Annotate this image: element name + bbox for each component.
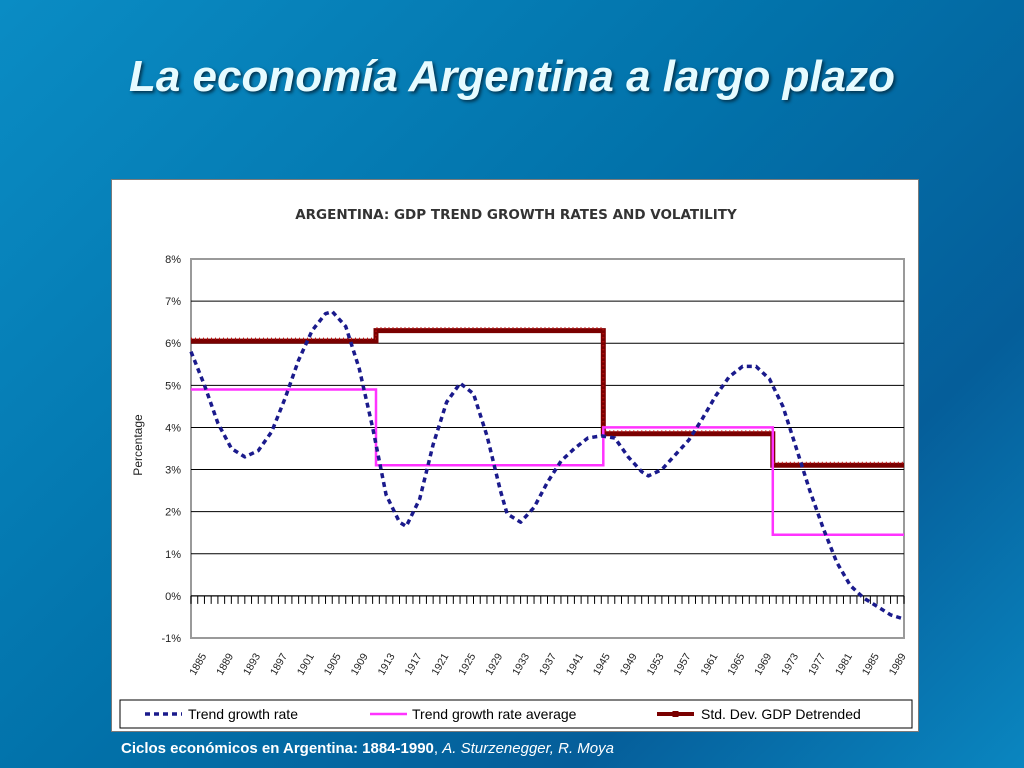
x-tick-label: 1933: [510, 651, 532, 677]
caption-separator: ,: [433, 740, 443, 757]
y-tick-label: 6%: [165, 338, 181, 350]
x-tick-label: 1969: [752, 651, 774, 677]
x-tick-label: 1977: [806, 651, 828, 677]
x-tick-label: 1957: [672, 651, 694, 677]
x-tick-label: 1981: [833, 651, 855, 677]
series-average-line: [191, 388, 904, 537]
x-tick-label: 1949: [618, 651, 640, 677]
slide-title: La economía Argentina a largo plazo: [128, 52, 896, 101]
x-tick-label: 1917: [402, 651, 424, 677]
x-tick-label: 1989: [887, 651, 909, 677]
chart-title: ARGENTINA: GDP TREND GROWTH RATES AND VO…: [295, 207, 737, 223]
x-tick-label: 1925: [456, 651, 478, 677]
x-tick-label: 1941: [564, 651, 586, 677]
legend-average-label: Trend growth rate average: [412, 706, 577, 722]
legend-stddev-label: Std. Dev. GDP Detrended: [701, 706, 861, 722]
y-tick-label: -1%: [161, 633, 181, 645]
x-tick-label: 1965: [725, 651, 747, 677]
x-tick-label: 1897: [268, 651, 290, 677]
legend-stddev-marker: [672, 711, 679, 717]
x-tick-label: 1929: [483, 651, 505, 677]
x-tick-label: 1937: [537, 651, 559, 677]
x-tick-label: 1893: [241, 651, 263, 677]
x-tick-label: 1961: [698, 651, 720, 677]
x-tick-label: 1885: [187, 651, 209, 677]
x-tick-label: 1921: [429, 651, 451, 677]
x-tick-label: 1985: [860, 651, 882, 677]
y-tick-label: 2%: [165, 507, 181, 519]
plot-area: [190, 258, 905, 639]
source-caption: Ciclos económicos en Argentina: 1884-199…: [121, 740, 614, 757]
x-tick-label: 1909: [349, 651, 371, 677]
y-tick-label: 0%: [165, 591, 181, 603]
caption-authors: A. Sturzenegger, R. Moya: [442, 740, 614, 757]
caption-source-title: Ciclos económicos en Argentina: 1884-199…: [121, 740, 434, 757]
y-tick-label: 5%: [165, 380, 181, 392]
x-tick-label: 1905: [322, 651, 344, 677]
y-tick-label: 8%: [165, 254, 181, 266]
legend-trend-label: Trend growth rate: [188, 706, 298, 722]
x-tick-label: 1973: [779, 651, 801, 677]
y-tick-label: 7%: [165, 296, 181, 308]
x-tick-label: 1889: [214, 651, 236, 677]
chart-panel: ARGENTINA: GDP TREND GROWTH RATES AND VO…: [111, 179, 919, 732]
legend-box: [119, 699, 913, 729]
y-axis-label: Percentage: [131, 414, 145, 476]
y-tick-label: 1%: [165, 549, 181, 561]
y-tick-label: 3%: [165, 465, 181, 477]
x-tick-label: 1913: [376, 651, 398, 677]
chart-svg: ARGENTINA: GDP TREND GROWTH RATES AND VO…: [119, 207, 913, 729]
x-tick-label: 1901: [295, 651, 317, 677]
x-tick-label: 1945: [591, 651, 613, 677]
series-trend-line: [189, 309, 905, 621]
y-tick-label: 4%: [165, 422, 181, 434]
x-tick-label: 1953: [645, 651, 667, 677]
